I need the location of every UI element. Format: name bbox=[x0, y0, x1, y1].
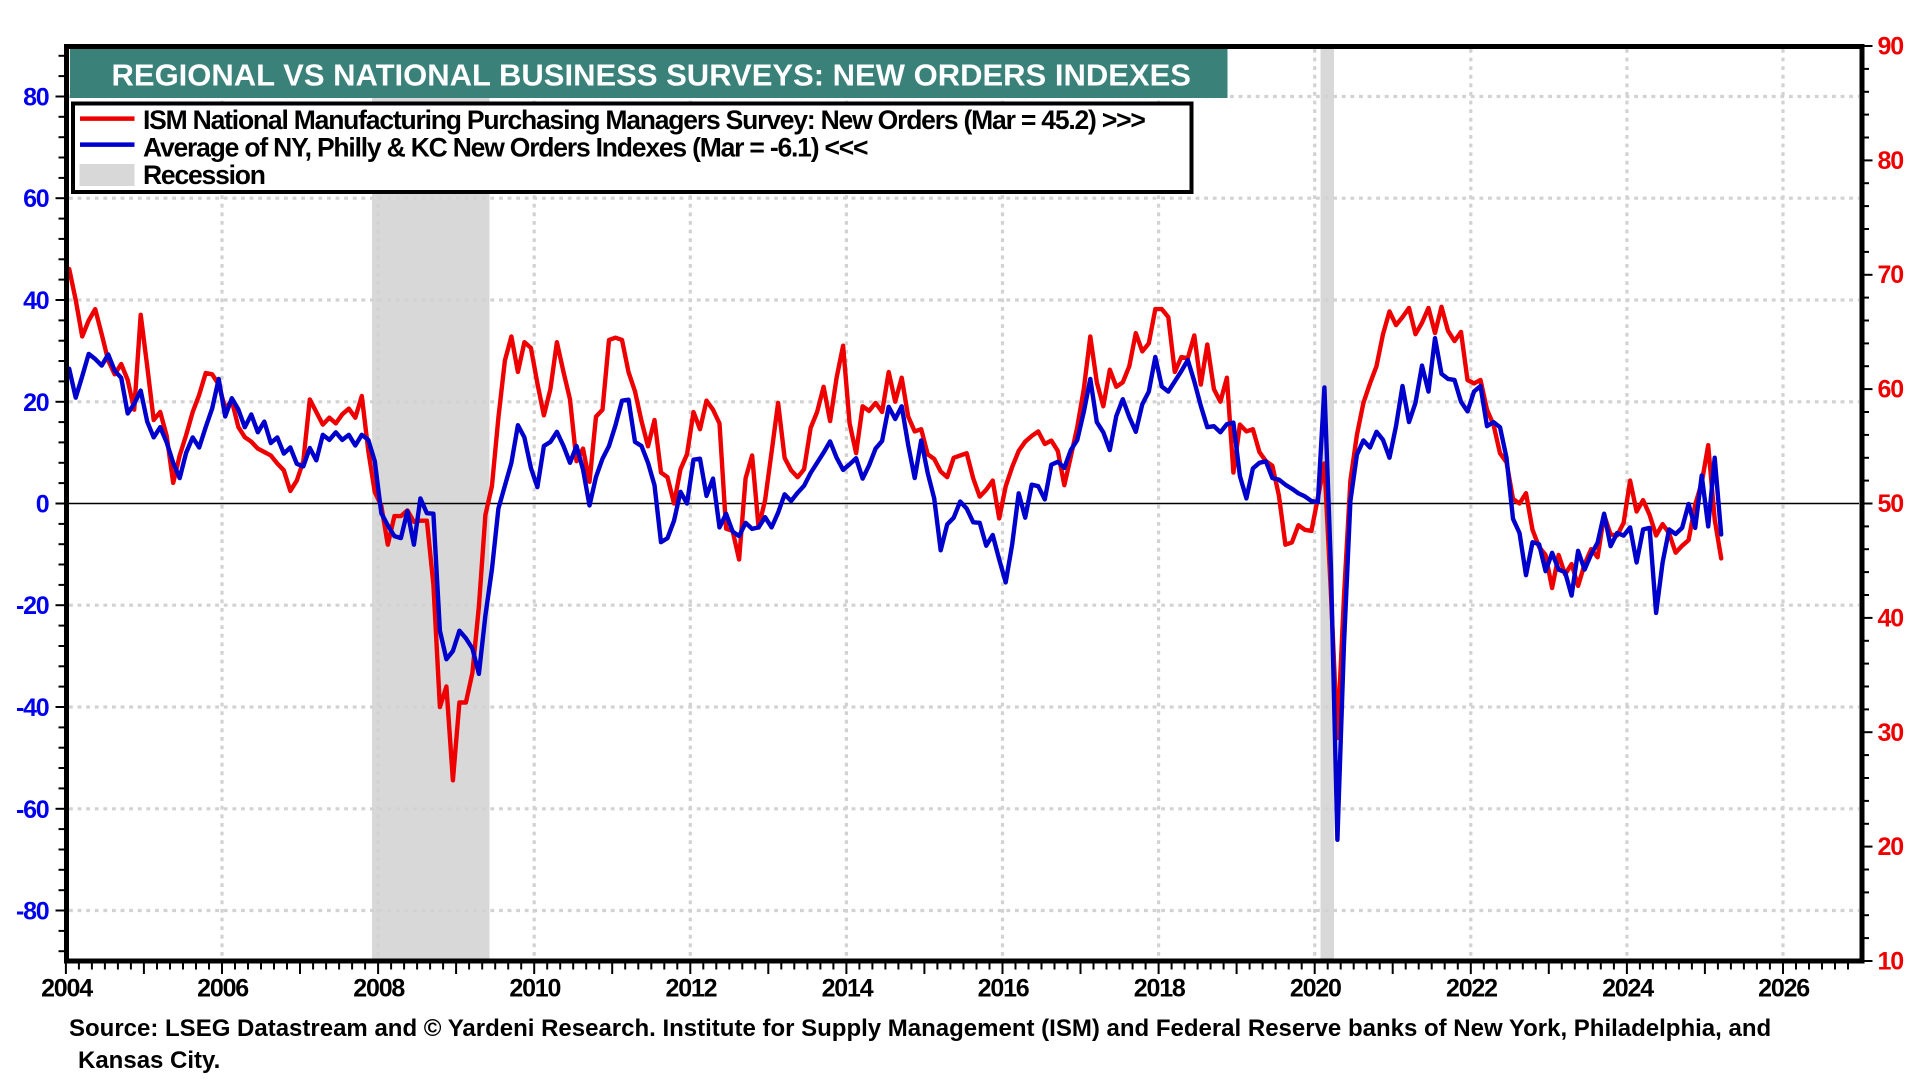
svg-text:70: 70 bbox=[1878, 261, 1904, 289]
svg-text:2024: 2024 bbox=[1602, 975, 1654, 1003]
svg-text:2006: 2006 bbox=[197, 975, 248, 1003]
svg-text:2018: 2018 bbox=[1134, 975, 1186, 1003]
svg-text:50: 50 bbox=[1878, 490, 1904, 518]
svg-text:60: 60 bbox=[23, 185, 49, 213]
svg-text:2020: 2020 bbox=[1290, 975, 1341, 1003]
svg-text:10: 10 bbox=[1878, 948, 1904, 976]
svg-text:2010: 2010 bbox=[509, 975, 560, 1003]
svg-text:80: 80 bbox=[23, 84, 49, 112]
svg-text:REGIONAL VS NATIONAL BUSINESS: REGIONAL VS NATIONAL BUSINESS SURVEYS: N… bbox=[112, 58, 1191, 93]
svg-text:Recession: Recession bbox=[143, 160, 265, 190]
svg-text:40: 40 bbox=[1878, 604, 1904, 632]
svg-text:40: 40 bbox=[23, 287, 49, 315]
svg-text:30: 30 bbox=[1878, 719, 1904, 747]
svg-text:-40: -40 bbox=[16, 694, 49, 722]
svg-text:Average of NY, Philly & KC New: Average of NY, Philly & KC New Orders In… bbox=[143, 133, 868, 163]
svg-text:2014: 2014 bbox=[822, 975, 874, 1003]
svg-text:-20: -20 bbox=[16, 592, 49, 620]
svg-text:0: 0 bbox=[36, 491, 49, 519]
svg-text:2008: 2008 bbox=[353, 975, 405, 1003]
svg-text:2016: 2016 bbox=[978, 975, 1029, 1003]
svg-text:2004: 2004 bbox=[41, 975, 93, 1003]
svg-text:2022: 2022 bbox=[1446, 975, 1497, 1003]
svg-text:-80: -80 bbox=[16, 898, 49, 926]
svg-text:Source: LSEG Datastream and ©: Source: LSEG Datastream and © Yardeni Re… bbox=[69, 1015, 1771, 1042]
svg-text:20: 20 bbox=[1878, 833, 1904, 861]
svg-text:60: 60 bbox=[1878, 376, 1904, 404]
svg-text:ISM National Manufacturing Pur: ISM National Manufacturing Purchasing Ma… bbox=[143, 105, 1145, 135]
svg-text:-60: -60 bbox=[16, 796, 49, 824]
svg-text:2026: 2026 bbox=[1758, 975, 1809, 1003]
svg-text:20: 20 bbox=[23, 389, 49, 417]
svg-text:Kansas City.: Kansas City. bbox=[78, 1047, 220, 1074]
svg-text:2012: 2012 bbox=[665, 975, 716, 1003]
svg-text:90: 90 bbox=[1878, 33, 1904, 61]
svg-text:80: 80 bbox=[1878, 147, 1904, 175]
